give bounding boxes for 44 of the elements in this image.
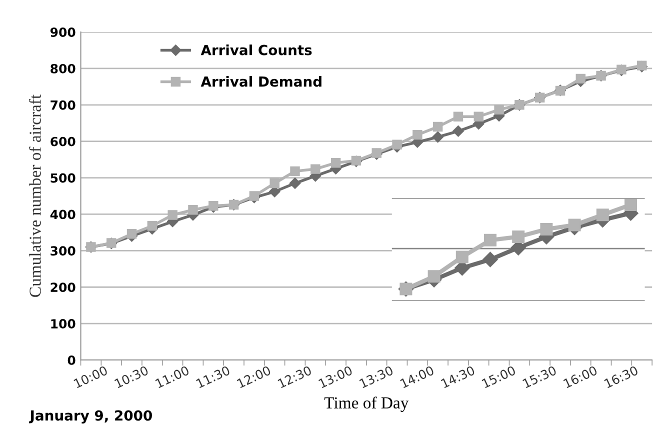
legend-label: Arrival Counts bbox=[200, 44, 312, 56]
point bbox=[568, 218, 581, 232]
point bbox=[330, 158, 341, 168]
y-tick-label: 600 bbox=[50, 136, 76, 146]
y-tick-label: 800 bbox=[50, 64, 76, 74]
y-tick-label: 300 bbox=[50, 246, 76, 256]
point bbox=[412, 130, 422, 140]
point bbox=[482, 252, 498, 268]
point bbox=[576, 74, 586, 84]
y-tick-label: 900 bbox=[50, 28, 76, 37]
legend-label: Arrival Demand bbox=[200, 76, 322, 87]
point bbox=[249, 191, 260, 201]
x-axis-title: Time of Day bbox=[324, 396, 409, 412]
y-tick-label: 700 bbox=[50, 100, 76, 110]
point bbox=[188, 205, 198, 215]
point bbox=[432, 131, 444, 143]
point bbox=[310, 164, 320, 174]
point bbox=[126, 229, 137, 239]
point bbox=[624, 198, 637, 212]
point bbox=[456, 250, 468, 264]
point bbox=[637, 60, 647, 70]
point bbox=[512, 230, 525, 244]
point bbox=[452, 126, 464, 137]
point bbox=[168, 210, 178, 220]
point bbox=[474, 112, 484, 122]
point bbox=[484, 234, 496, 246]
y-tick-label: 0 bbox=[68, 355, 76, 365]
point bbox=[432, 122, 443, 132]
y-tick-label: 400 bbox=[50, 210, 76, 220]
y-tick-label: 200 bbox=[50, 282, 76, 292]
point bbox=[290, 166, 300, 176]
text: January 9, 2000 bbox=[29, 410, 152, 424]
y-axis-title: Cumulative number of aircraft bbox=[28, 94, 41, 297]
point bbox=[494, 104, 504, 115]
point bbox=[540, 222, 553, 236]
point bbox=[270, 178, 280, 188]
point bbox=[147, 221, 158, 231]
point bbox=[596, 208, 609, 222]
point bbox=[289, 178, 301, 189]
point bbox=[453, 112, 464, 122]
point bbox=[392, 140, 402, 150]
y-tick-label: 500 bbox=[50, 173, 76, 183]
point bbox=[428, 270, 440, 283]
y-tick-label: 100 bbox=[51, 319, 76, 328]
